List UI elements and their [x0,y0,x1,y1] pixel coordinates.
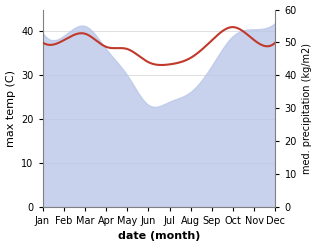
Y-axis label: max temp (C): max temp (C) [5,70,16,147]
X-axis label: date (month): date (month) [118,231,200,242]
Y-axis label: med. precipitation (kg/m2): med. precipitation (kg/m2) [302,43,313,174]
